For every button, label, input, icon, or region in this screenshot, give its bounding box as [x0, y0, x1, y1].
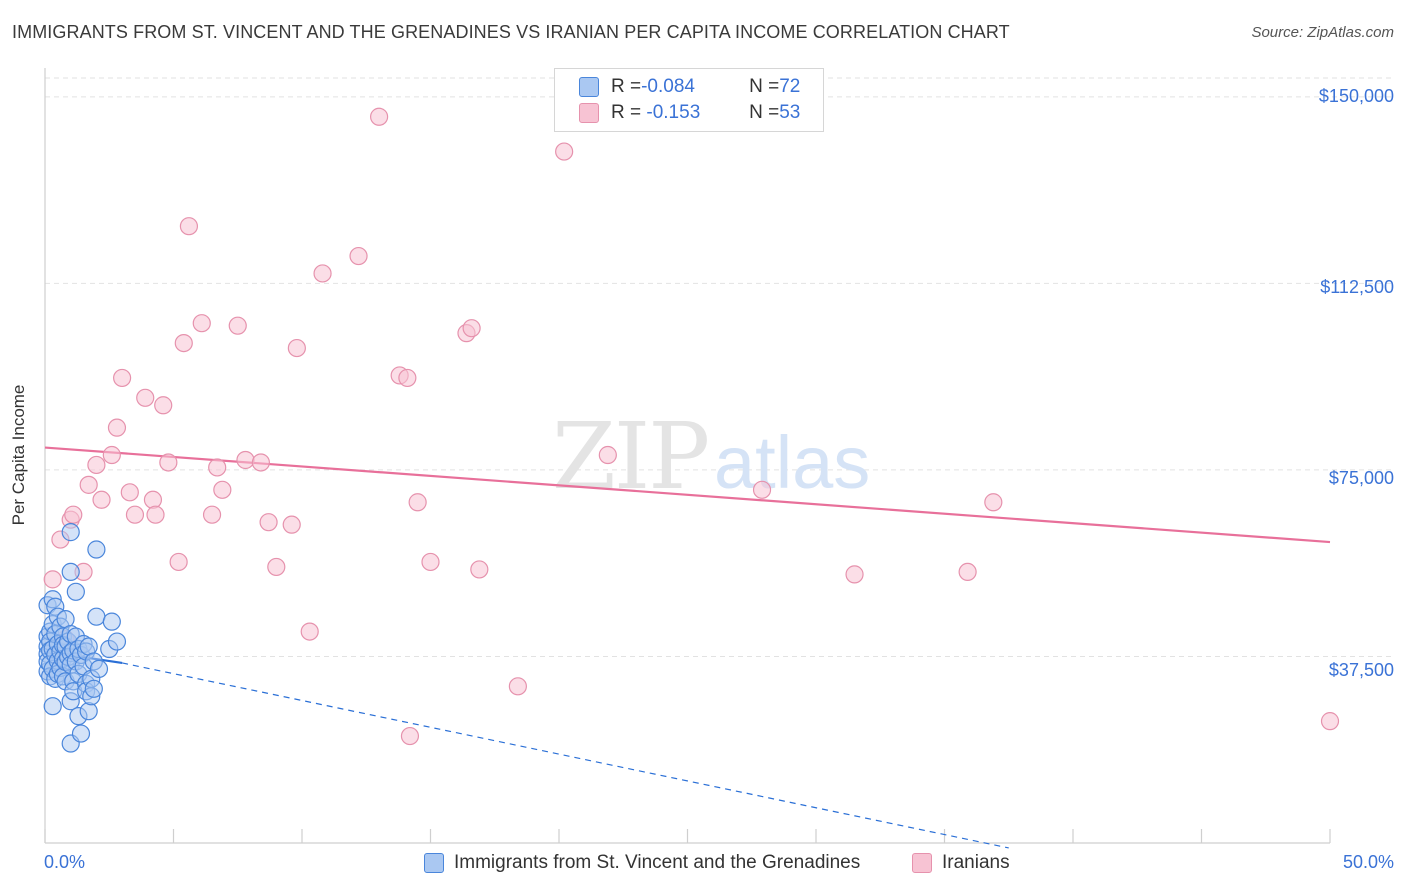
data-point-iranians	[984, 493, 1003, 512]
data-point-iranians	[400, 726, 420, 746]
data-point-iranians	[120, 483, 139, 502]
y-tick-label: $150,000	[1318, 86, 1394, 106]
data-point-iranians	[174, 333, 193, 353]
data-point-iranians	[462, 319, 481, 338]
legend-n-value: 72	[779, 76, 801, 97]
data-point-iranians	[179, 217, 199, 236]
data-point-iranians	[508, 677, 527, 696]
data-point-svg-immigrants	[107, 632, 127, 651]
data-point-svg-immigrants	[61, 523, 80, 542]
data-point-svg-immigrants	[61, 562, 80, 582]
data-point-iranians	[408, 493, 427, 512]
y-axis-label: Per Capita Income	[9, 384, 28, 526]
data-point-iranians	[236, 450, 255, 470]
legend-swatch-pink	[579, 103, 599, 123]
chart-title: IMMIGRANTS FROM ST. VINCENT AND THE GREN…	[12, 22, 1010, 42]
data-point-iranians	[421, 552, 440, 572]
legend-n-label: N =	[749, 102, 780, 123]
trend-line-extension-svg	[121, 662, 1009, 849]
data-point-svg-immigrants	[102, 612, 121, 631]
data-point-iranians	[169, 552, 188, 572]
x-tick-label-min: 0.0%	[44, 852, 86, 872]
data-point-svg-immigrants	[71, 724, 91, 743]
data-point-svg-immigrants	[66, 582, 85, 601]
y-tick-label: $75,000	[1328, 468, 1394, 488]
legend-r-label: R =	[611, 76, 642, 97]
data-point-svg-immigrants	[43, 697, 62, 716]
data-point-svg-immigrants	[79, 702, 98, 721]
bottom-legend-label: Iranians	[942, 852, 1010, 873]
data-point-iranians	[64, 505, 83, 524]
data-point-iranians	[398, 368, 417, 388]
data-point-iranians	[282, 515, 301, 534]
x-tick-label-max: 50.0%	[1342, 852, 1394, 872]
data-point-iranians	[43, 570, 62, 589]
data-point-iranians	[251, 453, 270, 472]
data-point-iranians	[112, 368, 132, 388]
data-point-iranians	[555, 142, 574, 161]
data-point-svg-immigrants	[89, 659, 109, 679]
data-point-iranians	[287, 338, 306, 358]
data-point-iranians	[202, 505, 222, 524]
data-point-svg-immigrants	[87, 607, 106, 626]
data-point-iranians	[208, 458, 227, 477]
bottom-legend-swatch-pink	[912, 853, 932, 873]
data-point-iranians	[159, 453, 178, 472]
watermark: ZIP atlas	[552, 403, 870, 510]
legend-r-value: -0.084	[641, 76, 695, 97]
y-tick-label: $37,500	[1328, 660, 1394, 680]
data-point-iranians	[125, 505, 145, 524]
correlation-legend: R = -0.084 N = 72 R = -0.153 N = 53	[554, 68, 824, 132]
data-point-iranians	[79, 475, 98, 494]
legend-n-label: N =	[749, 76, 780, 97]
data-point-iranians	[313, 264, 332, 283]
gridlines	[45, 77, 1395, 657]
watermark-atlas: atlas	[714, 421, 870, 504]
watermark-zip: ZIP	[552, 403, 708, 510]
data-point-iranians	[192, 314, 211, 333]
data-point-iranians	[845, 565, 864, 584]
data-point-iranians	[143, 490, 163, 509]
data-point-iranians	[958, 562, 977, 582]
data-point-iranians	[87, 455, 106, 475]
data-point-iranians	[470, 560, 489, 579]
bottom-legend-swatch-blue	[424, 853, 444, 873]
data-point-iranians	[752, 480, 772, 499]
data-point-iranians	[146, 505, 165, 524]
y-tick-label: $112,500	[1320, 277, 1394, 297]
data-point-iranians	[228, 316, 247, 335]
data-point-iranians	[154, 396, 173, 415]
bottom-legend-item-blue: Immigrants from St. Vincent and the Gren…	[424, 852, 860, 874]
data-point-iranians	[107, 418, 127, 437]
legend-r-label: R =	[611, 102, 642, 123]
data-point-iranians	[598, 445, 617, 465]
series-iranians	[43, 107, 1340, 746]
data-point-iranians	[136, 388, 155, 407]
data-point-svg-immigrants	[87, 540, 106, 559]
data-point-iranians	[213, 480, 232, 499]
data-point-iranians	[267, 557, 286, 577]
bottom-legend-item-pink: Iranians	[912, 852, 1010, 874]
data-point-svg-immigrants	[84, 679, 103, 698]
axes	[44, 68, 1331, 844]
legend-r-value: -0.153	[641, 102, 701, 123]
data-point-iranians	[370, 107, 389, 126]
source-label: Source: ZipAtlas.com	[1251, 24, 1394, 41]
data-point-iranians	[92, 490, 111, 509]
data-point-iranians	[349, 246, 368, 266]
legend-row-pink: R = -0.153 N = 53	[579, 100, 800, 126]
legend-swatch-blue	[579, 77, 599, 97]
legend-row-blue: R = -0.084 N = 72	[579, 74, 800, 100]
bottom-legend-label: Immigrants from St. Vincent and the Gren…	[454, 852, 861, 873]
data-point-iranians	[259, 513, 278, 532]
data-point-iranians	[300, 622, 319, 641]
legend-n-value: 53	[779, 102, 801, 123]
data-point-iranians	[102, 445, 121, 465]
series-svg-immigrants	[38, 523, 127, 753]
data-point-iranians	[1320, 712, 1340, 731]
